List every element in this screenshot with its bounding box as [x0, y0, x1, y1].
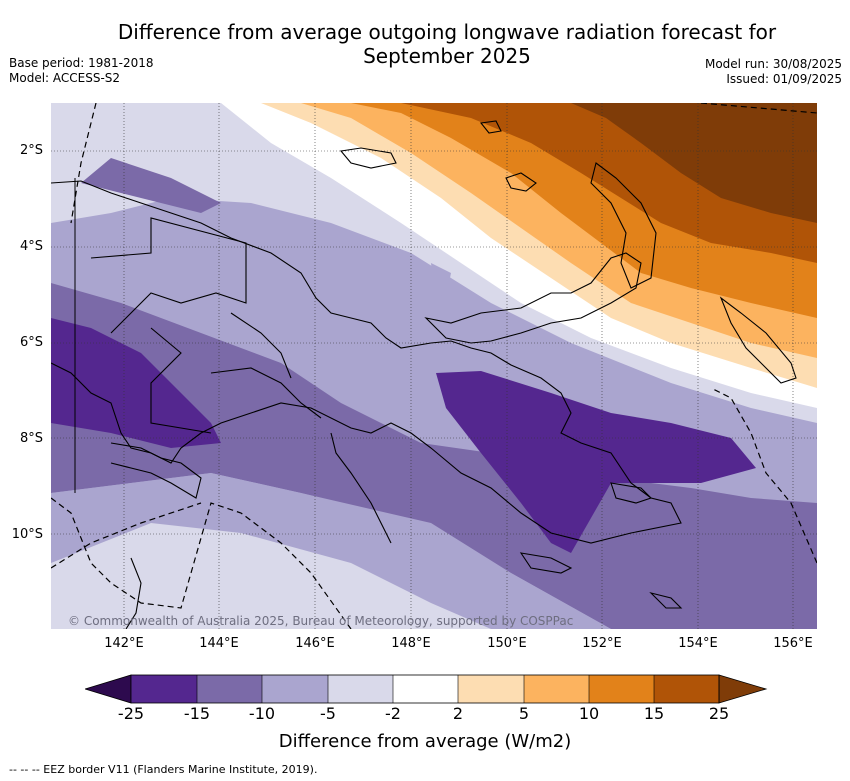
lon-label-142e: 142°E: [104, 636, 144, 651]
title-line-2: September 2025: [363, 44, 531, 68]
lon-label-154e: 154°E: [678, 636, 718, 651]
colorbar-tick: -10: [248, 704, 276, 723]
colorbar-tick: -15: [183, 704, 211, 723]
colorbar-tick: 10: [578, 704, 600, 723]
lat-label-6s: 6°S: [19, 335, 43, 350]
lon-label-156e: 156°E: [773, 636, 813, 651]
lat-label-2s: 2°S: [19, 143, 43, 158]
lat-label-8s: 8°S: [19, 431, 43, 446]
colorbar-tick: 15: [643, 704, 665, 723]
lon-label-152e: 152°E: [582, 636, 622, 651]
lat-label-4s: 4°S: [19, 239, 43, 254]
colorbar-tick: 5: [518, 704, 530, 723]
model-name-text: Model: ACCESS-S2: [9, 71, 121, 85]
lat-label-10s: 10°S: [11, 527, 43, 542]
coastlines: [51, 120, 797, 629]
colorbar-tick: 25: [708, 704, 730, 723]
colorbar-tick: -5: [320, 704, 336, 723]
model-run-text: Model run: 30/08/2025: [704, 57, 842, 71]
eez-borders: [51, 103, 817, 629]
eez-legend-note: -- -- -- EEZ border V11 (Flanders Marine…: [9, 763, 318, 776]
run-info: Model run: 30/08/2025 Issued: 01/09/2025: [705, 57, 842, 87]
chart-title: Difference from average outgoing longwav…: [80, 20, 814, 68]
lon-label-148e: 148°E: [391, 636, 431, 651]
colorbar-tick: 2: [452, 704, 464, 723]
model-info: Base period: 1981-2018 Model: ACCESS-S2: [9, 56, 154, 86]
base-period-text: Base period: 1981-2018: [9, 56, 154, 70]
issued-date-text: Issued: 01/09/2025: [726, 72, 842, 86]
lon-label-146e: 146°E: [295, 636, 335, 651]
anomaly-map: [51, 103, 817, 629]
title-line-1: Difference from average outgoing longwav…: [117, 20, 777, 44]
colorbar-tick: -25: [117, 704, 145, 723]
colorbar-label: Difference from average (W/m2): [278, 731, 572, 752]
lon-label-144e: 144°E: [199, 636, 239, 651]
copyright-notice: © Commonwealth of Australia 2025, Bureau…: [68, 614, 574, 628]
colorbar: [85, 674, 768, 704]
colorbar-tick: -2: [385, 704, 401, 723]
lon-label-150e: 150°E: [487, 636, 527, 651]
